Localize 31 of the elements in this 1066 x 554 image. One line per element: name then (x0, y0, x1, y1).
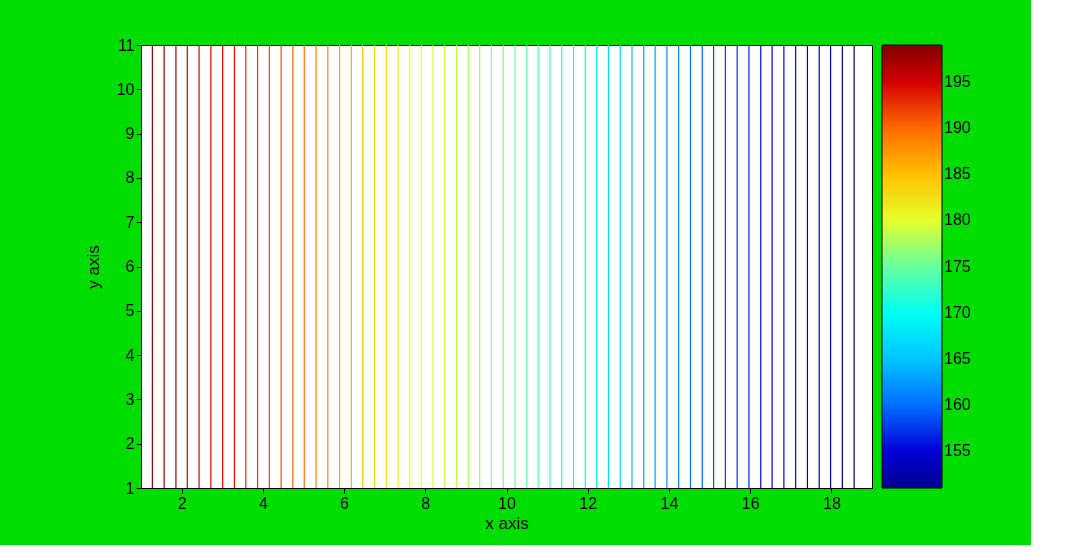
color-bar-label: 170 (944, 303, 971, 321)
y-tick-label: 4 (125, 346, 135, 364)
x-tick-label: 2 (177, 494, 187, 512)
y-axis-title: y axis (83, 245, 103, 289)
color-bar-label: 180 (944, 211, 971, 229)
color-bar-label: 185 (944, 165, 971, 183)
y-tick-label: 1 (125, 479, 135, 497)
y-tick-label: 3 (125, 390, 135, 408)
y-tick-label: 11 (117, 36, 135, 54)
x-tick-label: 8 (421, 494, 431, 512)
color-bar-label: 165 (944, 349, 971, 367)
x-tick-label: 4 (258, 494, 268, 512)
y-tick-label: 2 (125, 435, 135, 453)
y-tick-label: 9 (125, 125, 135, 143)
x-tick-label: 18 (822, 494, 841, 512)
x-tick-label: 14 (660, 494, 679, 512)
color-bar-label: 190 (944, 119, 971, 137)
y-tick-label: 6 (125, 258, 135, 275)
x-tick-label: 6 (340, 494, 350, 512)
color-bar-label: 160 (944, 395, 971, 413)
x-axis-title: x axis (485, 513, 529, 533)
color-bar-label: 155 (944, 442, 971, 460)
y-tick-label: 10 (116, 80, 135, 98)
y-tick-label: 7 (125, 213, 135, 231)
x-tick-label: 10 (498, 494, 516, 512)
color-bar-label: 175 (944, 257, 971, 275)
color-bar-label: 195 (944, 72, 971, 90)
y-tick-label: 5 (125, 302, 135, 320)
x-tick-label: 16 (741, 494, 760, 512)
x-tick-label: 12 (579, 494, 598, 512)
y-tick-label: 8 (125, 169, 135, 187)
